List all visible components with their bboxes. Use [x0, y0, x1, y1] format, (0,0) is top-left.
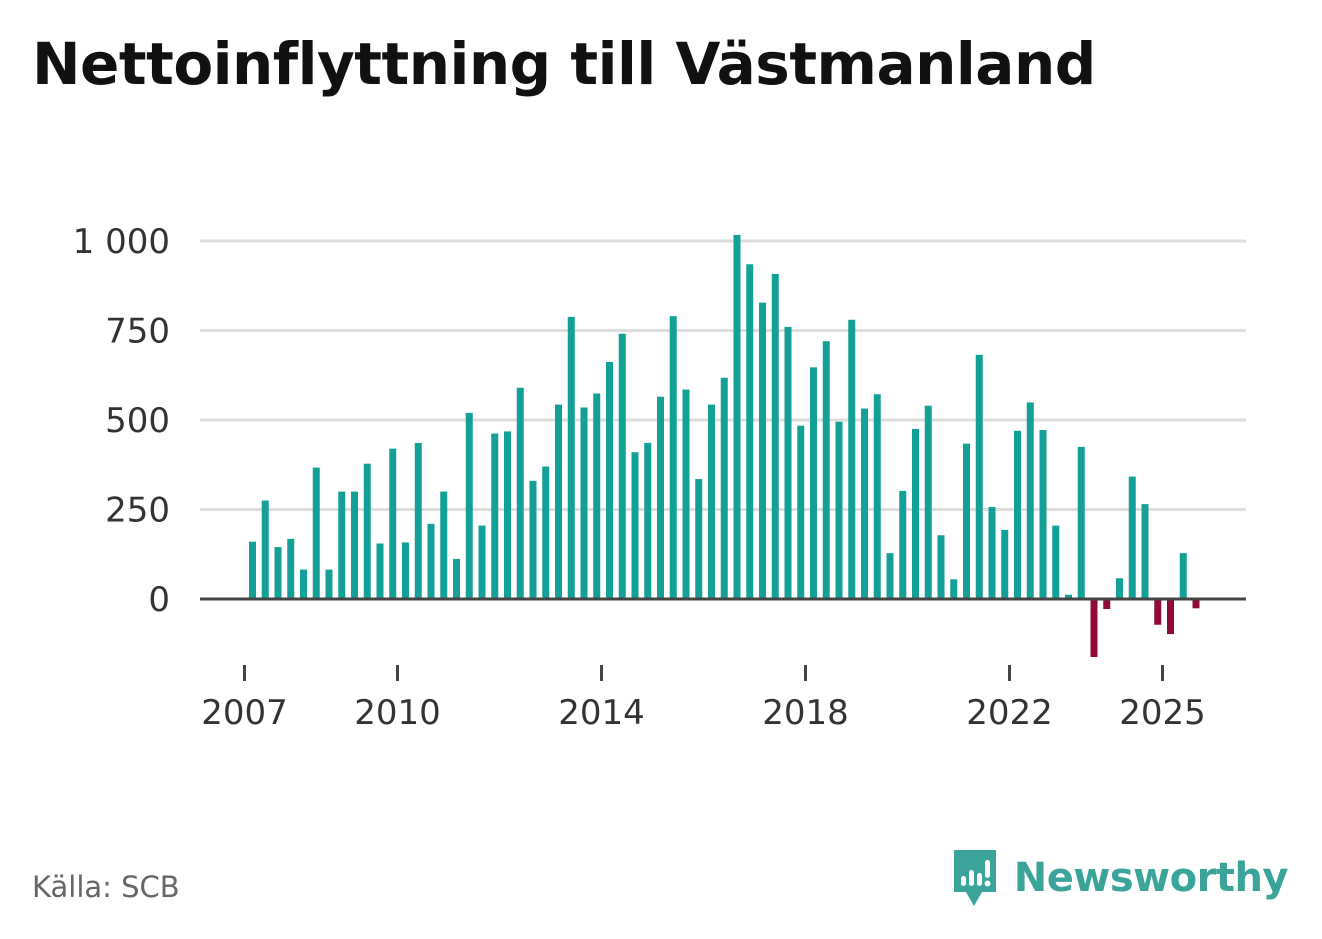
- bar-positive: [580, 407, 588, 599]
- brand-logo: Newsworthy: [950, 848, 1289, 908]
- y-tick-label: 500: [105, 401, 170, 441]
- x-tick-label: 2014: [558, 693, 645, 733]
- bar-positive: [1026, 402, 1034, 599]
- x-tick-label: 2025: [1119, 693, 1206, 733]
- bar-positive: [886, 553, 894, 599]
- bar-positive: [312, 467, 320, 599]
- bar-positive: [1128, 476, 1136, 599]
- bar-positive: [249, 541, 256, 599]
- bar-positive: [389, 448, 397, 599]
- bar-positive: [325, 569, 333, 599]
- bar-positive: [427, 523, 435, 599]
- bar-positive: [491, 433, 499, 599]
- bar-positive: [771, 273, 779, 599]
- bar-positive: [669, 316, 677, 599]
- y-tick-label: 1 000: [73, 222, 170, 262]
- bar-positive: [1039, 430, 1047, 599]
- bar-negative: [1103, 599, 1111, 610]
- bar-positive: [988, 506, 996, 599]
- bars: [249, 234, 1200, 657]
- bar-positive: [746, 264, 754, 599]
- bar-positive: [542, 466, 550, 599]
- chart-title: Nettoinflyttning till Västmanland: [32, 30, 1096, 98]
- bar-positive: [618, 333, 626, 599]
- bar-positive: [516, 387, 524, 599]
- bar-positive: [593, 393, 601, 599]
- y-tick-label: 250: [105, 491, 170, 531]
- source-note: Källa: SCB: [32, 870, 180, 904]
- bar-positive: [822, 341, 830, 599]
- bar-positive: [287, 538, 295, 599]
- bar-positive: [873, 394, 881, 599]
- bar-positive: [440, 491, 448, 599]
- bar-positive: [606, 362, 613, 599]
- bar-positive: [1052, 525, 1060, 599]
- bar-positive: [720, 377, 728, 599]
- bar-positive: [453, 558, 460, 599]
- bar-positive: [1141, 504, 1149, 599]
- bar-positive: [797, 425, 805, 599]
- bar-negative: [1167, 599, 1174, 635]
- bar-positive: [555, 404, 562, 599]
- bar-positive: [937, 535, 945, 599]
- bar-positive: [402, 542, 409, 599]
- bar-positive: [351, 491, 358, 599]
- bar-positive: [835, 421, 843, 599]
- bar-positive: [376, 543, 384, 599]
- bar-positive: [644, 442, 652, 599]
- bar-positive: [784, 326, 792, 599]
- bar-positive: [504, 431, 511, 599]
- bar-positive: [1065, 594, 1072, 599]
- bar-positive: [300, 569, 307, 599]
- bar-positive: [950, 579, 958, 599]
- bar-positive: [1116, 578, 1123, 599]
- bar-positive: [759, 302, 766, 599]
- bar-positive: [848, 319, 856, 599]
- bar-positive: [657, 396, 664, 599]
- bar-positive: [899, 490, 907, 599]
- bar-positive: [465, 412, 473, 599]
- x-tick-label: 2007: [201, 693, 288, 733]
- bar-negative: [1192, 599, 1200, 609]
- x-tick-label: 2018: [762, 693, 849, 733]
- bar-positive: [1179, 553, 1187, 599]
- bar-negative: [1090, 599, 1098, 657]
- bar-positive: [733, 234, 741, 599]
- bar-positive: [682, 389, 690, 599]
- bar-positive: [529, 480, 537, 599]
- bar-positive: [963, 443, 970, 599]
- bar-positive: [810, 367, 817, 599]
- bar-positive: [567, 316, 575, 599]
- bar-positive: [363, 463, 371, 599]
- brand-name: Newsworthy: [1013, 855, 1289, 901]
- bar-positive: [924, 405, 932, 599]
- y-tick-label: 750: [105, 312, 170, 352]
- bar-positive: [261, 500, 269, 599]
- bar-positive: [708, 404, 715, 599]
- bar-positive: [1077, 446, 1085, 599]
- bar-positive: [478, 525, 486, 599]
- bar-negative: [1154, 599, 1162, 625]
- x-tick-label: 2010: [354, 693, 441, 733]
- bar-positive: [695, 479, 703, 599]
- bar-positive: [1014, 430, 1021, 599]
- bar-positive: [1001, 529, 1009, 599]
- bar-positive: [274, 547, 282, 599]
- bar-positive: [338, 491, 346, 599]
- bar-positive: [861, 408, 868, 599]
- bar-positive: [631, 452, 639, 599]
- x-axis: 2007 2010 2014 2018 2022 2025: [200, 597, 1246, 733]
- x-tick-label: 2022: [966, 693, 1053, 733]
- y-tick-label: 0: [148, 580, 170, 620]
- bar-positive: [912, 428, 919, 599]
- bar-positive: [414, 442, 422, 599]
- bar-positive: [975, 354, 983, 599]
- newsworthy-logo-icon: [953, 850, 996, 906]
